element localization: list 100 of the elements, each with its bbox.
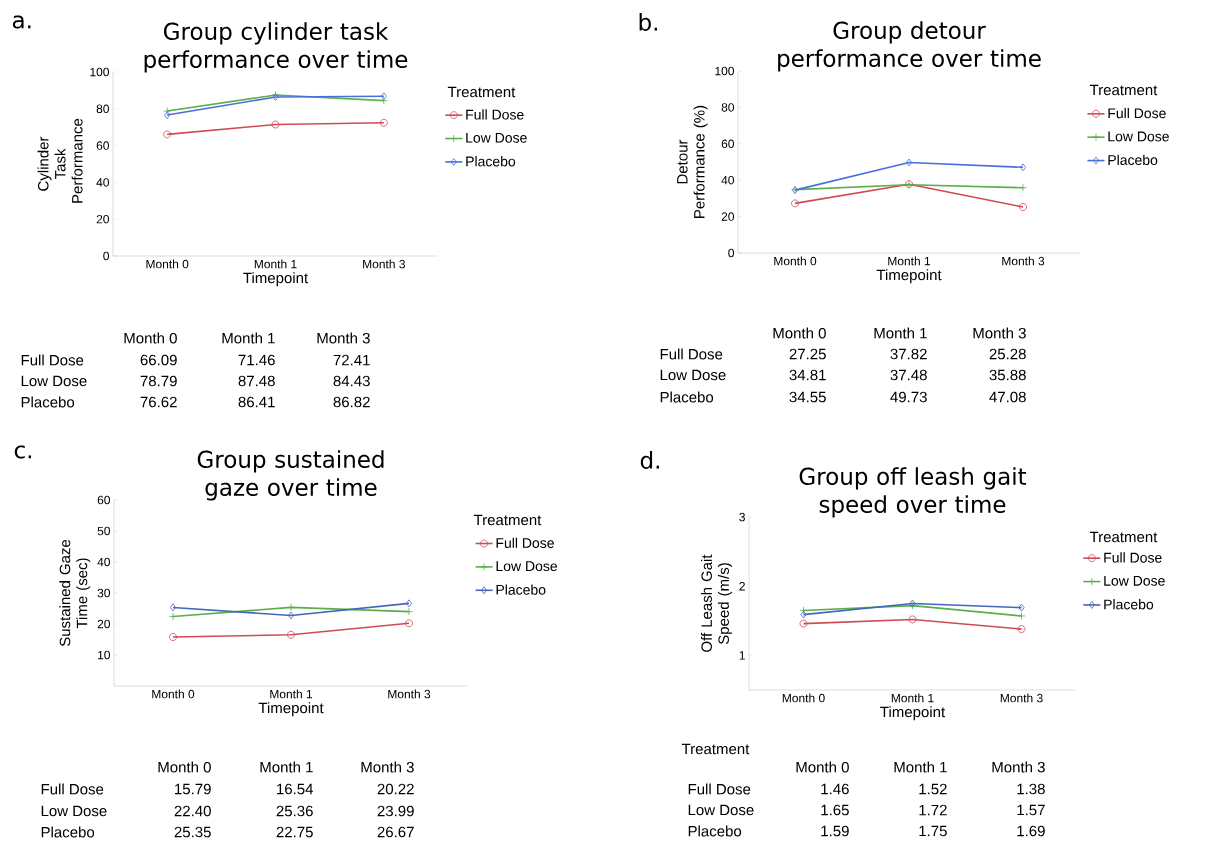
legend-label: Full Dose xyxy=(496,537,554,548)
text: Placebo xyxy=(660,391,714,403)
legend-title: Treatment xyxy=(1089,84,1158,96)
y-tick-label: 30 xyxy=(97,588,111,598)
data-label: 49.73 xyxy=(890,391,927,403)
category-label: Month 1 xyxy=(894,761,947,773)
y-tick-label: 3 xyxy=(739,512,745,522)
category-label: Month 0 xyxy=(158,761,211,773)
y-tick-label: 100 xyxy=(715,66,735,76)
y-tick-label: 60 xyxy=(721,139,735,149)
x-tick-label: Month 3 xyxy=(1002,256,1045,266)
chart-title: Group cylinder task performance over time xyxy=(144,22,408,73)
data-label: 1.38 xyxy=(1017,783,1045,795)
y-tick-label: 80 xyxy=(96,104,110,114)
y-tick-label: 50 xyxy=(97,526,111,536)
x-tick-label: Month 0 xyxy=(774,256,817,266)
legend-label: Full Dose xyxy=(1108,107,1166,119)
category-label: Month 3 xyxy=(973,327,1026,339)
chart-title: Group detour performance over time xyxy=(778,21,1041,72)
data-label: 27.25 xyxy=(789,348,826,360)
category-label: Month 3 xyxy=(992,761,1045,773)
y-tick-label: 1 xyxy=(739,651,745,660)
legend-label: Placebo xyxy=(466,156,516,167)
x-axis-title: Timepoint xyxy=(243,272,309,287)
text: Low Dose xyxy=(41,805,107,817)
x-tick-label: Month 3 xyxy=(363,259,405,269)
y-axis-title: Detour Performance (%) xyxy=(677,105,708,218)
y-tick-label: 40 xyxy=(97,557,111,567)
text: c. xyxy=(14,445,32,459)
data-label: 1.65 xyxy=(821,804,849,816)
x-tick-label: Month 1 xyxy=(254,259,297,269)
data-label: 23.99 xyxy=(377,805,414,817)
data-label: 34.81 xyxy=(789,369,826,381)
x-tick-label: Month 1 xyxy=(891,693,934,703)
legend-label: Full Dose xyxy=(1104,552,1162,563)
legend-label: Placebo xyxy=(496,584,546,595)
data-label: 66.09 xyxy=(140,354,177,366)
text: Full Dose xyxy=(21,354,84,366)
text: Low Dose xyxy=(21,375,87,387)
legend-label: Low Dose xyxy=(1108,131,1169,142)
data-label: 22.75 xyxy=(276,826,313,838)
chart-title: Group off leash gait speed over time xyxy=(799,467,1027,518)
y-tick-label: 60 xyxy=(96,141,110,150)
category-label: Month 3 xyxy=(317,332,370,344)
data-label: 15.79 xyxy=(175,783,211,795)
x-axis-title: Timepoint xyxy=(258,702,324,717)
legend-label: Full Dose xyxy=(466,109,524,120)
category-label: Month 1 xyxy=(260,761,313,773)
y-tick-label: 40 xyxy=(721,175,735,185)
text: b. xyxy=(639,13,657,31)
y-tick-label: 0 xyxy=(103,251,110,261)
data-label: 25.28 xyxy=(989,348,1026,360)
legend-label: Low Dose xyxy=(466,132,527,143)
data-label: 84.43 xyxy=(333,375,370,387)
chart-title: Group sustained gaze over time xyxy=(197,450,384,501)
data-label: 86.41 xyxy=(238,396,275,408)
data-label: 37.48 xyxy=(890,369,927,381)
y-tick-label: 20 xyxy=(97,619,111,629)
y-tick-label: 20 xyxy=(721,212,735,221)
text: d. xyxy=(640,451,659,469)
y-tick-label: 100 xyxy=(90,67,110,77)
data-label: 1.72 xyxy=(919,804,947,816)
text: Placebo xyxy=(21,396,75,408)
y-axis-title: Sustained Gaze Time (sec) xyxy=(59,539,91,647)
legend-title: Treatment xyxy=(1089,531,1158,543)
data-label: 71.46 xyxy=(238,354,275,366)
x-tick-label: Month 3 xyxy=(388,689,431,699)
x-axis-title: Timepoint xyxy=(880,706,946,721)
data-label: 16.54 xyxy=(277,783,314,795)
data-label: 25.35 xyxy=(174,826,211,838)
legend-label: Low Dose xyxy=(496,561,558,572)
data-label: 22.40 xyxy=(174,805,211,817)
data-label: 47.08 xyxy=(989,391,1026,403)
legend-title: Treatment xyxy=(447,86,516,98)
y-tick-label: 20 xyxy=(96,214,110,224)
text: Full Dose xyxy=(688,783,751,795)
y-tick-label: 10 xyxy=(98,650,111,660)
y-tick-label: 80 xyxy=(721,103,735,112)
data-label: 1.52 xyxy=(919,783,947,795)
legend-label: Placebo xyxy=(1104,599,1154,610)
category-label: Month 0 xyxy=(773,327,826,339)
y-tick-label: 0 xyxy=(728,248,735,258)
legend-label: Placebo xyxy=(1108,154,1158,166)
text: Low Dose xyxy=(660,369,726,381)
x-tick-label: Month 0 xyxy=(782,693,825,703)
data-label: 26.67 xyxy=(377,826,414,838)
data-label: 37.82 xyxy=(890,348,927,360)
x-tick-label: Month 1 xyxy=(270,689,313,699)
data-label: 72.41 xyxy=(333,354,370,366)
data-label: 76.62 xyxy=(140,396,177,408)
legend-title: Treatment xyxy=(473,514,542,526)
text: Treatment xyxy=(681,743,750,755)
data-label: 25.36 xyxy=(276,805,313,817)
data-label: 34.55 xyxy=(789,391,826,403)
data-label: 78.79 xyxy=(140,375,177,387)
y-tick-label: 40 xyxy=(96,178,110,187)
x-tick-label: Month 0 xyxy=(152,689,195,699)
data-label: 86.82 xyxy=(333,396,370,408)
x-axis-title: Timepoint xyxy=(876,269,942,284)
data-label: 20.22 xyxy=(377,783,414,795)
